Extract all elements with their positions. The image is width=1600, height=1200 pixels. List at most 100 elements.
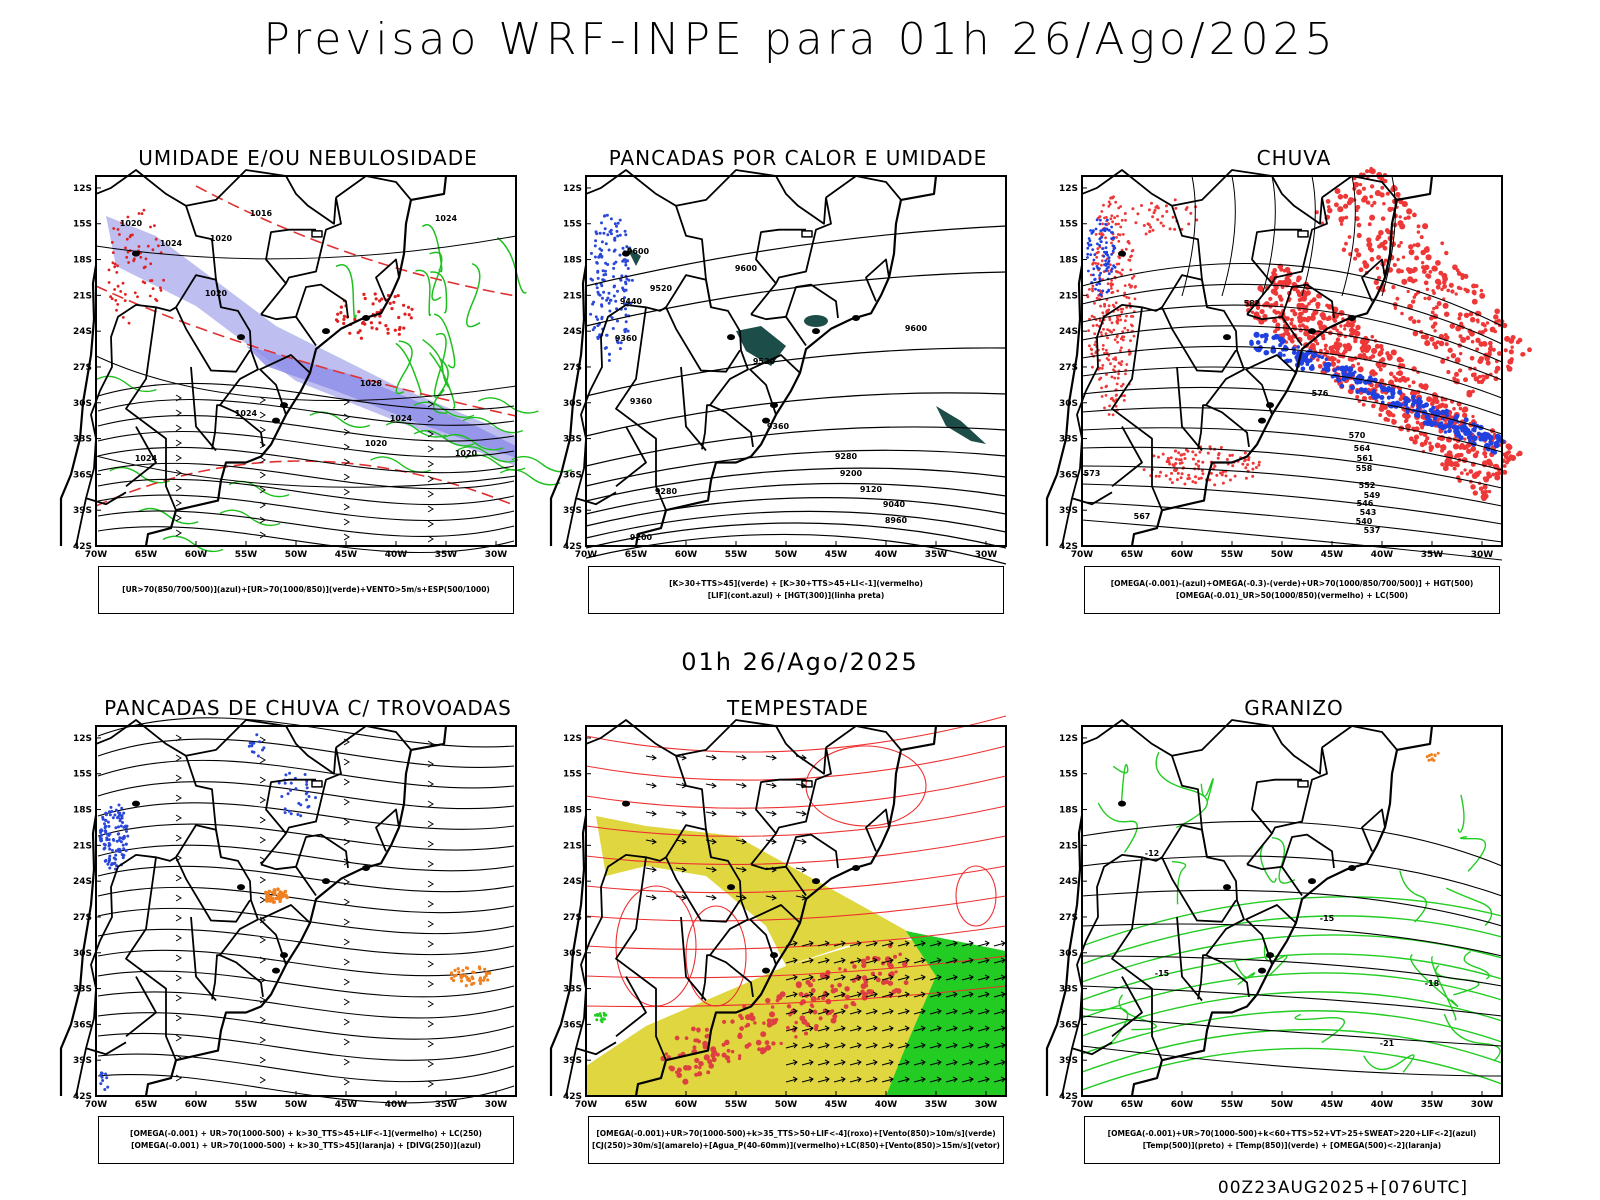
omega-blue-mark xyxy=(1421,403,1426,409)
y-tick-label: 33S xyxy=(563,435,582,445)
rain-red-mark xyxy=(1098,378,1101,381)
lif-blue-mark xyxy=(618,218,622,222)
streamline-arrow xyxy=(343,398,350,406)
streamline xyxy=(97,382,515,411)
rain-red-mark xyxy=(1327,207,1333,214)
border-line xyxy=(1081,719,1250,998)
wind-vector xyxy=(945,1025,958,1032)
thunderstorm-orange-mark xyxy=(279,896,283,900)
rain-red-mark xyxy=(1246,463,1250,467)
contour-label: 543 xyxy=(1360,508,1377,517)
streamline-arrow xyxy=(175,834,182,842)
wind-vector xyxy=(977,957,990,964)
rain-red-mark xyxy=(1408,436,1414,442)
divergence-blue-mark xyxy=(283,811,287,815)
legend-line: [LIF](cont.azul) + [HGT(300)](linha pret… xyxy=(707,591,885,600)
plot-frame xyxy=(585,725,1007,1097)
rain-red-mark xyxy=(1111,283,1115,286)
divergence-blue-mark xyxy=(294,787,298,791)
red-dash-dot xyxy=(111,251,115,254)
wind-vector xyxy=(913,1076,926,1083)
rain-red-mark xyxy=(1159,221,1163,225)
divergence-blue-mark xyxy=(297,801,301,805)
rain-red-mark xyxy=(1307,302,1311,306)
rain-red-mark xyxy=(1102,327,1105,331)
rain-red-mark xyxy=(1456,271,1462,276)
rain-red-mark xyxy=(1423,439,1428,444)
omega-blue-mark xyxy=(1091,230,1095,234)
red-dash-dot xyxy=(373,292,377,296)
rain-red-mark xyxy=(1463,468,1467,472)
omega-blue-mark xyxy=(1095,218,1099,222)
y-tick-label: 24S xyxy=(1059,877,1078,887)
rain-red-mark xyxy=(1424,340,1431,347)
rain-red-mark xyxy=(1476,380,1481,384)
rain-red-mark xyxy=(1412,212,1417,218)
rain-red-mark xyxy=(1429,336,1435,342)
lif-blue-mark xyxy=(597,335,601,339)
rain-red-mark xyxy=(1483,476,1490,483)
rain-red-mark xyxy=(1149,225,1153,229)
rain-red-mark xyxy=(1123,291,1127,295)
y-tick-label: 21S xyxy=(73,841,92,851)
rain-red-mark xyxy=(1276,310,1281,315)
thunderstorm-orange-mark xyxy=(273,892,277,897)
omega-blue-mark xyxy=(1087,237,1091,240)
rain-red-mark xyxy=(1369,184,1375,189)
precipitable-water-mark xyxy=(698,1065,702,1070)
rain-red-mark xyxy=(1485,321,1490,325)
wind-vector xyxy=(961,1076,974,1083)
rain-red-mark xyxy=(1423,246,1430,253)
divergence-blue-mark xyxy=(287,809,291,813)
rain-red-mark xyxy=(1376,255,1382,260)
rain-red-mark xyxy=(1411,380,1416,385)
divergence-blue-mark xyxy=(101,815,105,819)
rain-red-mark xyxy=(1121,382,1125,386)
omega-blue-mark xyxy=(1305,362,1310,367)
precipitable-water-mark xyxy=(850,1001,856,1006)
wind-vector xyxy=(913,974,926,981)
divergence-blue-mark xyxy=(108,866,112,870)
humidity-lower-contour xyxy=(430,271,448,314)
divergence-blue-mark xyxy=(252,741,256,745)
wind-vector xyxy=(897,1076,910,1083)
wind-vector xyxy=(705,810,717,817)
rain-red-mark xyxy=(1093,332,1097,336)
wind-vector xyxy=(897,991,910,998)
x-tick-label: 35W xyxy=(925,1100,948,1110)
precipitable-water-mark xyxy=(682,1078,689,1085)
border-line xyxy=(75,853,177,1097)
rain-red-mark xyxy=(1450,289,1455,294)
streamline-arrow xyxy=(343,978,350,986)
border-line xyxy=(185,719,337,775)
border-line xyxy=(260,863,317,897)
run-info: 00Z23AUG2025+[076UTC] xyxy=(1217,1178,1468,1198)
streamline xyxy=(1381,175,1396,297)
red-dash-dot xyxy=(125,237,129,241)
omega-blue-mark xyxy=(1280,340,1285,345)
divergence-blue-mark xyxy=(108,847,112,851)
omega-blue-mark xyxy=(1394,400,1401,407)
temp850-contour xyxy=(1233,959,1256,986)
rain-red-mark xyxy=(1116,340,1119,344)
divergence-blue-mark xyxy=(125,829,128,833)
rain-red-mark xyxy=(1480,321,1486,327)
geopotential-contour xyxy=(1081,501,1503,543)
rain-red-mark xyxy=(1338,217,1344,223)
x-tick-label: 60W xyxy=(675,550,698,560)
wind-vector xyxy=(817,957,830,964)
omega-blue-mark xyxy=(1110,253,1113,256)
streamline-arrow xyxy=(259,471,266,479)
wind850-green-mark xyxy=(600,1017,604,1021)
omega-blue-mark xyxy=(1110,231,1113,234)
rain-red-mark xyxy=(1142,224,1146,227)
geopotential-contour xyxy=(1081,427,1503,471)
x-tick-label: 40W xyxy=(1371,1100,1394,1110)
rain-red-mark xyxy=(1116,334,1119,338)
x-tick-label: 35W xyxy=(435,1100,458,1110)
instability-area xyxy=(804,315,828,327)
thunderstorm-orange-mark xyxy=(478,978,482,982)
rain-red-mark xyxy=(1337,194,1344,200)
divergence-blue-mark xyxy=(303,773,307,776)
rain-red-mark xyxy=(1109,397,1113,401)
